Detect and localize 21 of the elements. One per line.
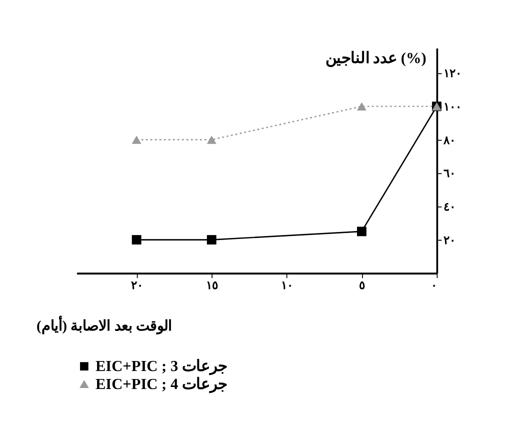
x-tick-label: ٠ <box>431 278 438 292</box>
y-tick-label: ١٠٠ <box>444 100 462 114</box>
y-tick-label: ٤٠ <box>444 200 456 214</box>
point <box>206 235 216 245</box>
point <box>132 136 142 144</box>
y-axis-title: عدد الناجين (%) <box>325 50 426 67</box>
y-tick-label: ٨٠ <box>442 134 456 147</box>
legend-label: EIC+PIC ; 4 جرعات <box>95 376 227 393</box>
legend-label: EIC+PIC ; 3 جرعات <box>95 358 227 375</box>
x-tick-label: ٢٠ <box>131 278 144 292</box>
x-axis-title: الوقت بعد الاصابة (أيام) <box>36 315 172 334</box>
point <box>132 235 142 245</box>
y-tick-label: ٦٠ <box>444 167 456 180</box>
x-tick-label: ٥ <box>359 278 366 292</box>
y-tick-label: ١٢٠ <box>444 67 462 80</box>
point <box>356 102 366 110</box>
x-tick-label: ١٠ <box>281 278 294 292</box>
point <box>356 226 366 236</box>
y-tick-label: ٢٠ <box>444 234 456 247</box>
point <box>206 136 216 144</box>
x-tick-label: ١٥ <box>206 278 218 292</box>
